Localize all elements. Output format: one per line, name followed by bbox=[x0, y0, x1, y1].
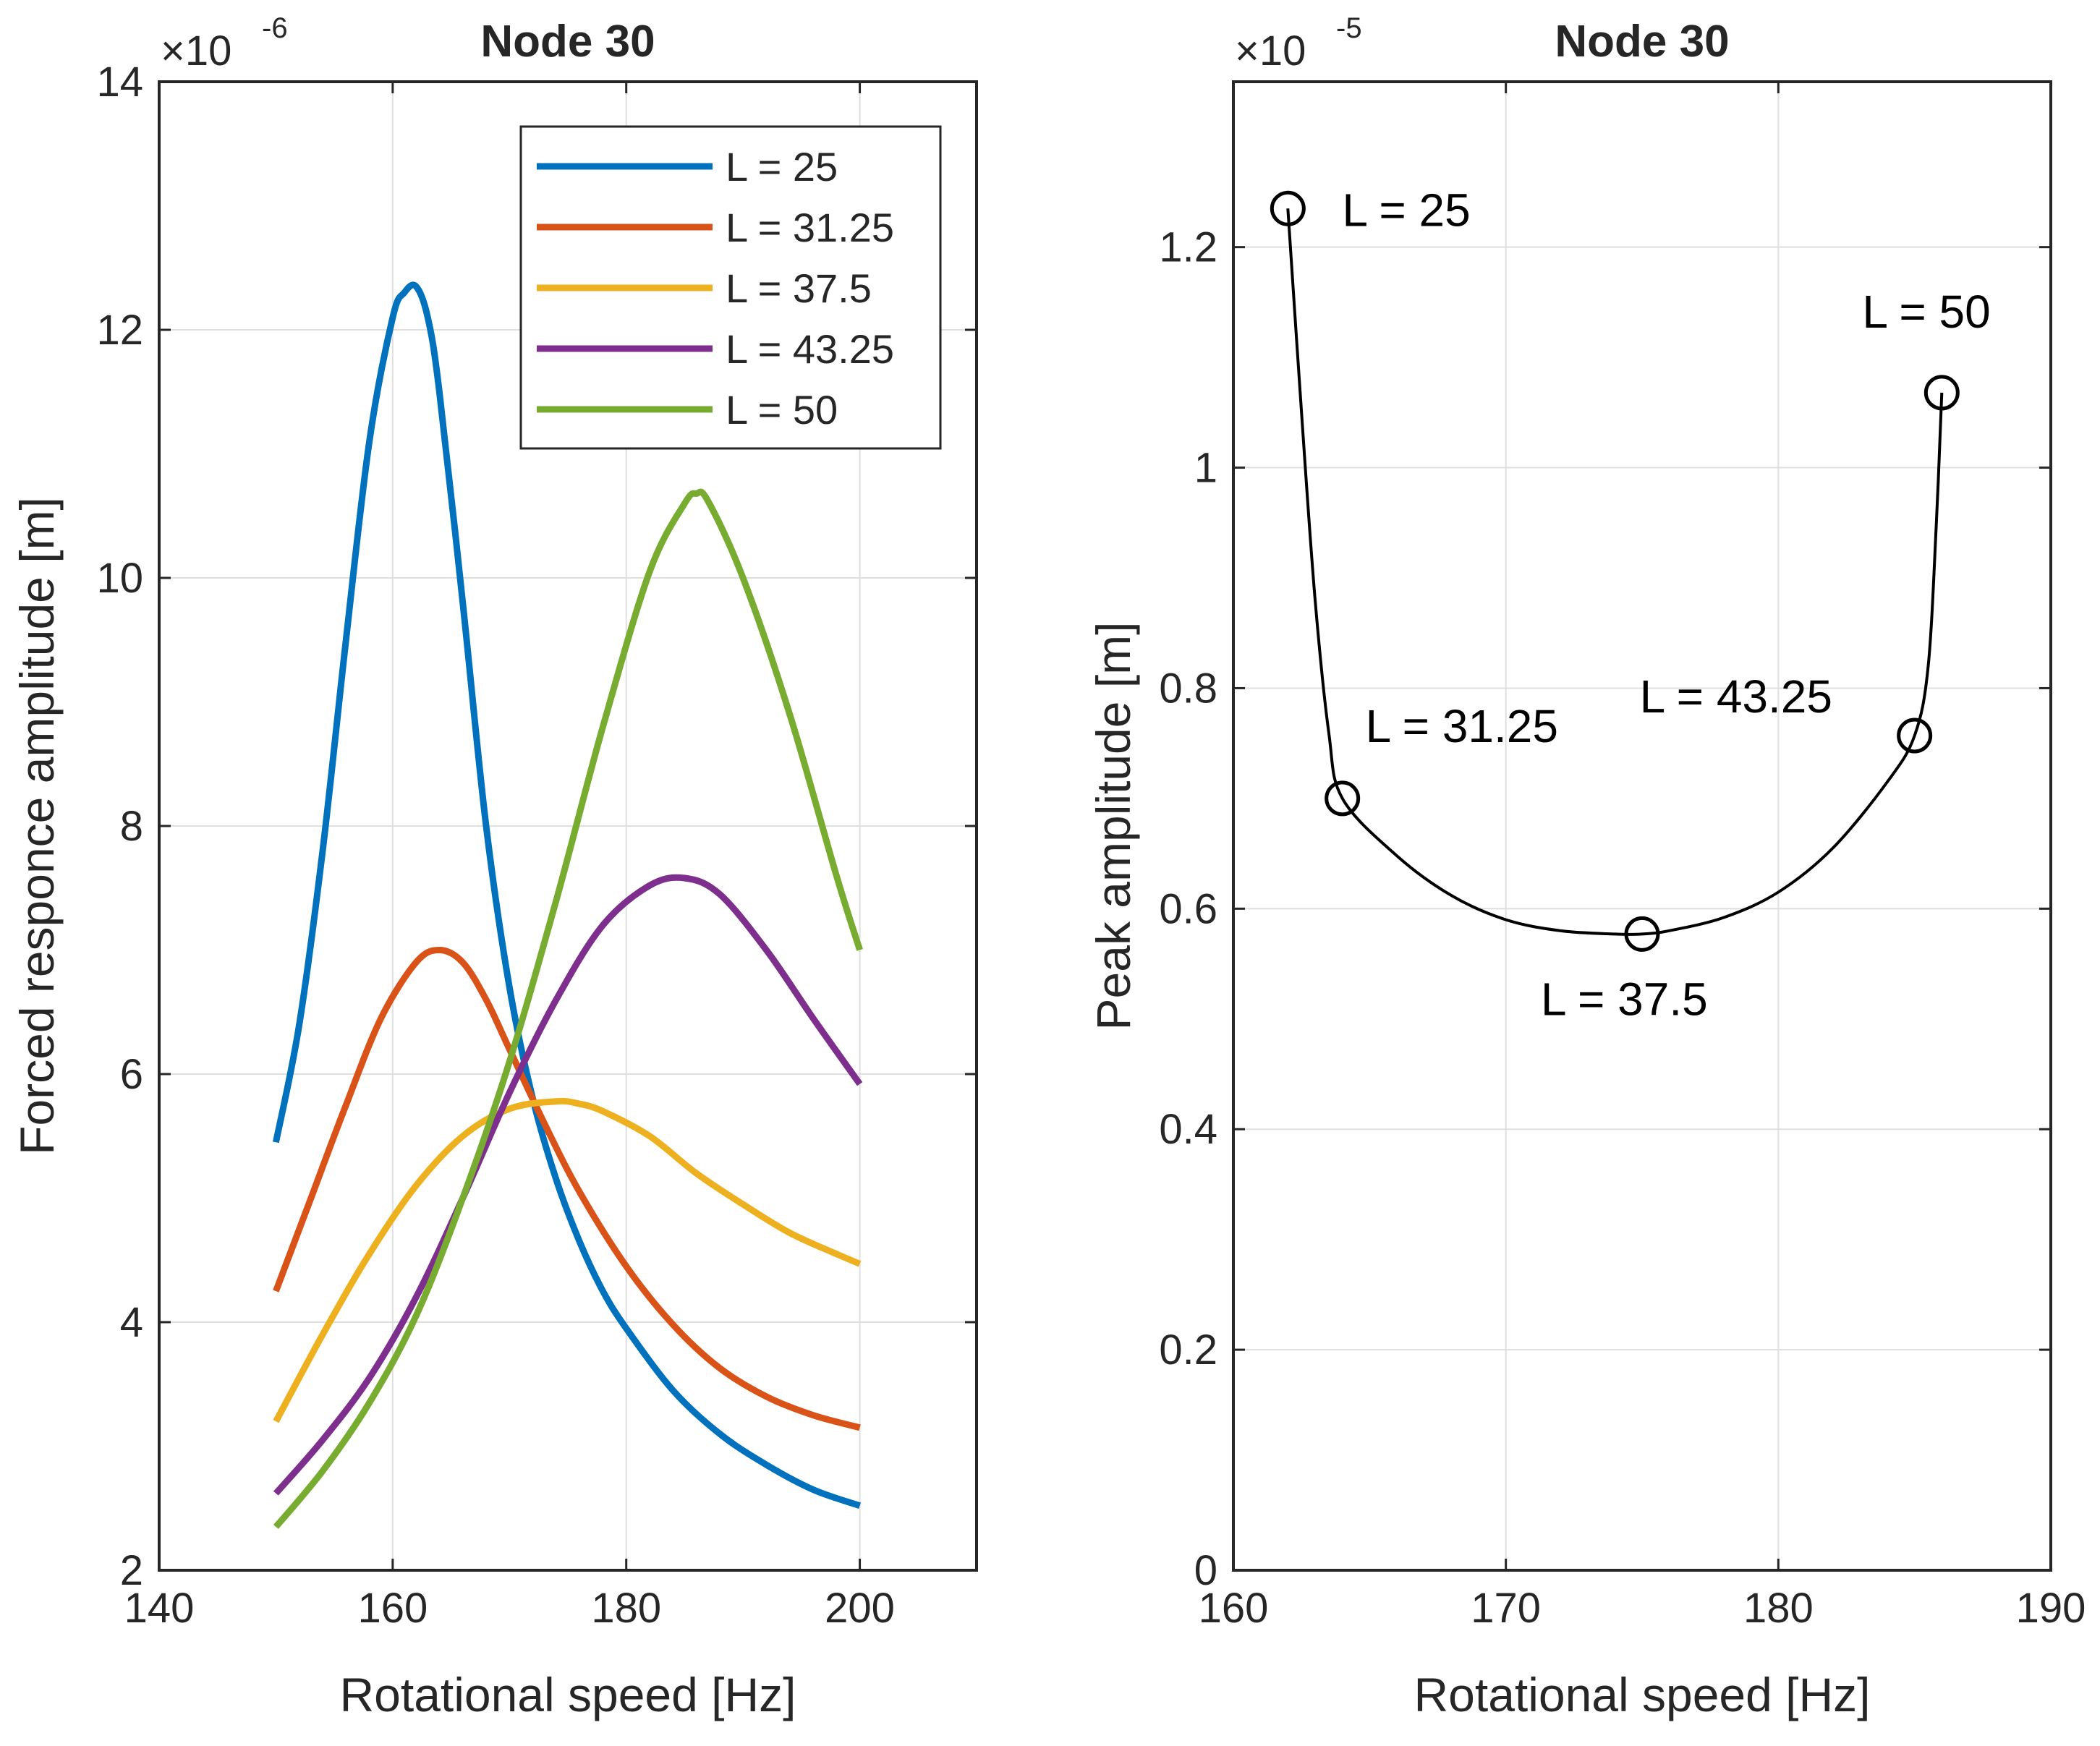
right-y-axis-label: Peak amplitude [m] bbox=[1087, 622, 1140, 1031]
left-y-tick-label: 8 bbox=[120, 803, 143, 850]
marker-point-5 bbox=[1923, 375, 1960, 411]
right-x-axis-label: Rotational speed [Hz] bbox=[1414, 1668, 1870, 1721]
left-chart-title: Node 30 bbox=[480, 17, 655, 67]
marker-label-3: L = 37.5 bbox=[1541, 973, 1708, 1025]
marker-point-4 bbox=[1897, 717, 1933, 754]
marker-label-5: L = 50 bbox=[1862, 286, 1990, 338]
right-y-tick-label: 1.2 bbox=[1159, 224, 1217, 271]
left-series-group bbox=[272, 281, 863, 1529]
marker-point-2 bbox=[1325, 780, 1361, 817]
left-x-tick-label: 180 bbox=[591, 1585, 661, 1632]
marker-label-1: L = 25 bbox=[1342, 184, 1470, 236]
legend-label-2: L = 31.25 bbox=[726, 205, 894, 250]
right-ticks: 160 170 180 190 0 0.2 0.4 0.6 0.8 1 1.2 bbox=[1159, 82, 2086, 1632]
left-y-tick-label: 6 bbox=[120, 1051, 143, 1098]
left-chart: 140 160 180 200 2 4 6 8 10 12 14 Node 30 ×10 -6 Ro… bbox=[10, 12, 978, 1721]
left-y-tick-label: 2 bbox=[120, 1547, 143, 1594]
right-exponent-base: ×10 bbox=[1235, 27, 1306, 74]
series-line-4 bbox=[273, 874, 863, 1496]
left-y-tick-label: 4 bbox=[120, 1299, 143, 1346]
left-exponent-base: ×10 bbox=[161, 27, 231, 74]
left-y-axis-label: Forced responce amplitude [m] bbox=[10, 497, 64, 1155]
right-exponent-power: -5 bbox=[1336, 12, 1362, 44]
legend-label-3: L = 37.5 bbox=[726, 265, 872, 311]
left-x-tick-label: 160 bbox=[357, 1585, 428, 1632]
series-line-5 bbox=[273, 488, 863, 1529]
left-x-tick-label: 140 bbox=[124, 1585, 195, 1632]
right-y-tick-label: 0.2 bbox=[1159, 1326, 1217, 1374]
marker-point-3 bbox=[1624, 916, 1660, 952]
legend-label-1: L = 25 bbox=[726, 144, 838, 189]
right-y-tick-label: 0.6 bbox=[1159, 885, 1217, 932]
left-y-tick-label: 14 bbox=[96, 59, 143, 106]
right-axes-box bbox=[1232, 80, 2052, 1572]
right-x-tick-label: 180 bbox=[1743, 1585, 1814, 1632]
marker-point-1 bbox=[1270, 190, 1306, 226]
legend-label-5: L = 50 bbox=[726, 387, 838, 433]
left-ticks: 140 160 180 200 2 4 6 8 10 12 14 bbox=[96, 59, 977, 1632]
right-chart-title: Node 30 bbox=[1555, 17, 1729, 67]
left-x-tick-label: 200 bbox=[825, 1585, 895, 1632]
left-exponent-power: -6 bbox=[262, 12, 288, 44]
marker-label-4: L = 43.25 bbox=[1640, 670, 1832, 723]
marker-label-2: L = 31.25 bbox=[1366, 700, 1558, 752]
right-y-tick-label: 0 bbox=[1194, 1547, 1217, 1594]
right-series-group bbox=[1270, 190, 1960, 952]
series-line-3 bbox=[273, 1097, 862, 1423]
right-x-tick-label: 160 bbox=[1199, 1585, 1269, 1632]
right-x-tick-label: 170 bbox=[1471, 1585, 1541, 1632]
right-annotations: L = 25 L = 31.25 L = 37.5 L = 43.25 L = 50 bbox=[1342, 184, 1990, 1025]
right-plot-area bbox=[1233, 82, 2051, 1570]
right-y-tick-label: 0.4 bbox=[1159, 1106, 1217, 1153]
left-y-tick-label: 10 bbox=[96, 555, 143, 602]
left-legend-items: L = 25 L = 31.25 L = 37.5 L = 43.25 L = 50 bbox=[537, 144, 894, 433]
left-legend: L = 25 L = 31.25 L = 37.5 L = 43.25 L = 50 bbox=[519, 125, 942, 450]
legend-label-4: L = 43.25 bbox=[726, 326, 894, 372]
right-y-tick-label: 1 bbox=[1194, 445, 1217, 492]
series-line-1 bbox=[272, 281, 862, 1509]
right-y-tick-label: 0.8 bbox=[1159, 665, 1217, 712]
left-y-tick-label: 12 bbox=[96, 307, 143, 354]
right-x-tick-label: 190 bbox=[2016, 1585, 2086, 1632]
right-chart: 160 170 180 190 0 0.2 0.4 0.6 0.8 1 1.2 Node 30 ×1… bbox=[1087, 12, 2086, 1721]
left-x-axis-label: Rotational speed [Hz] bbox=[339, 1668, 796, 1721]
